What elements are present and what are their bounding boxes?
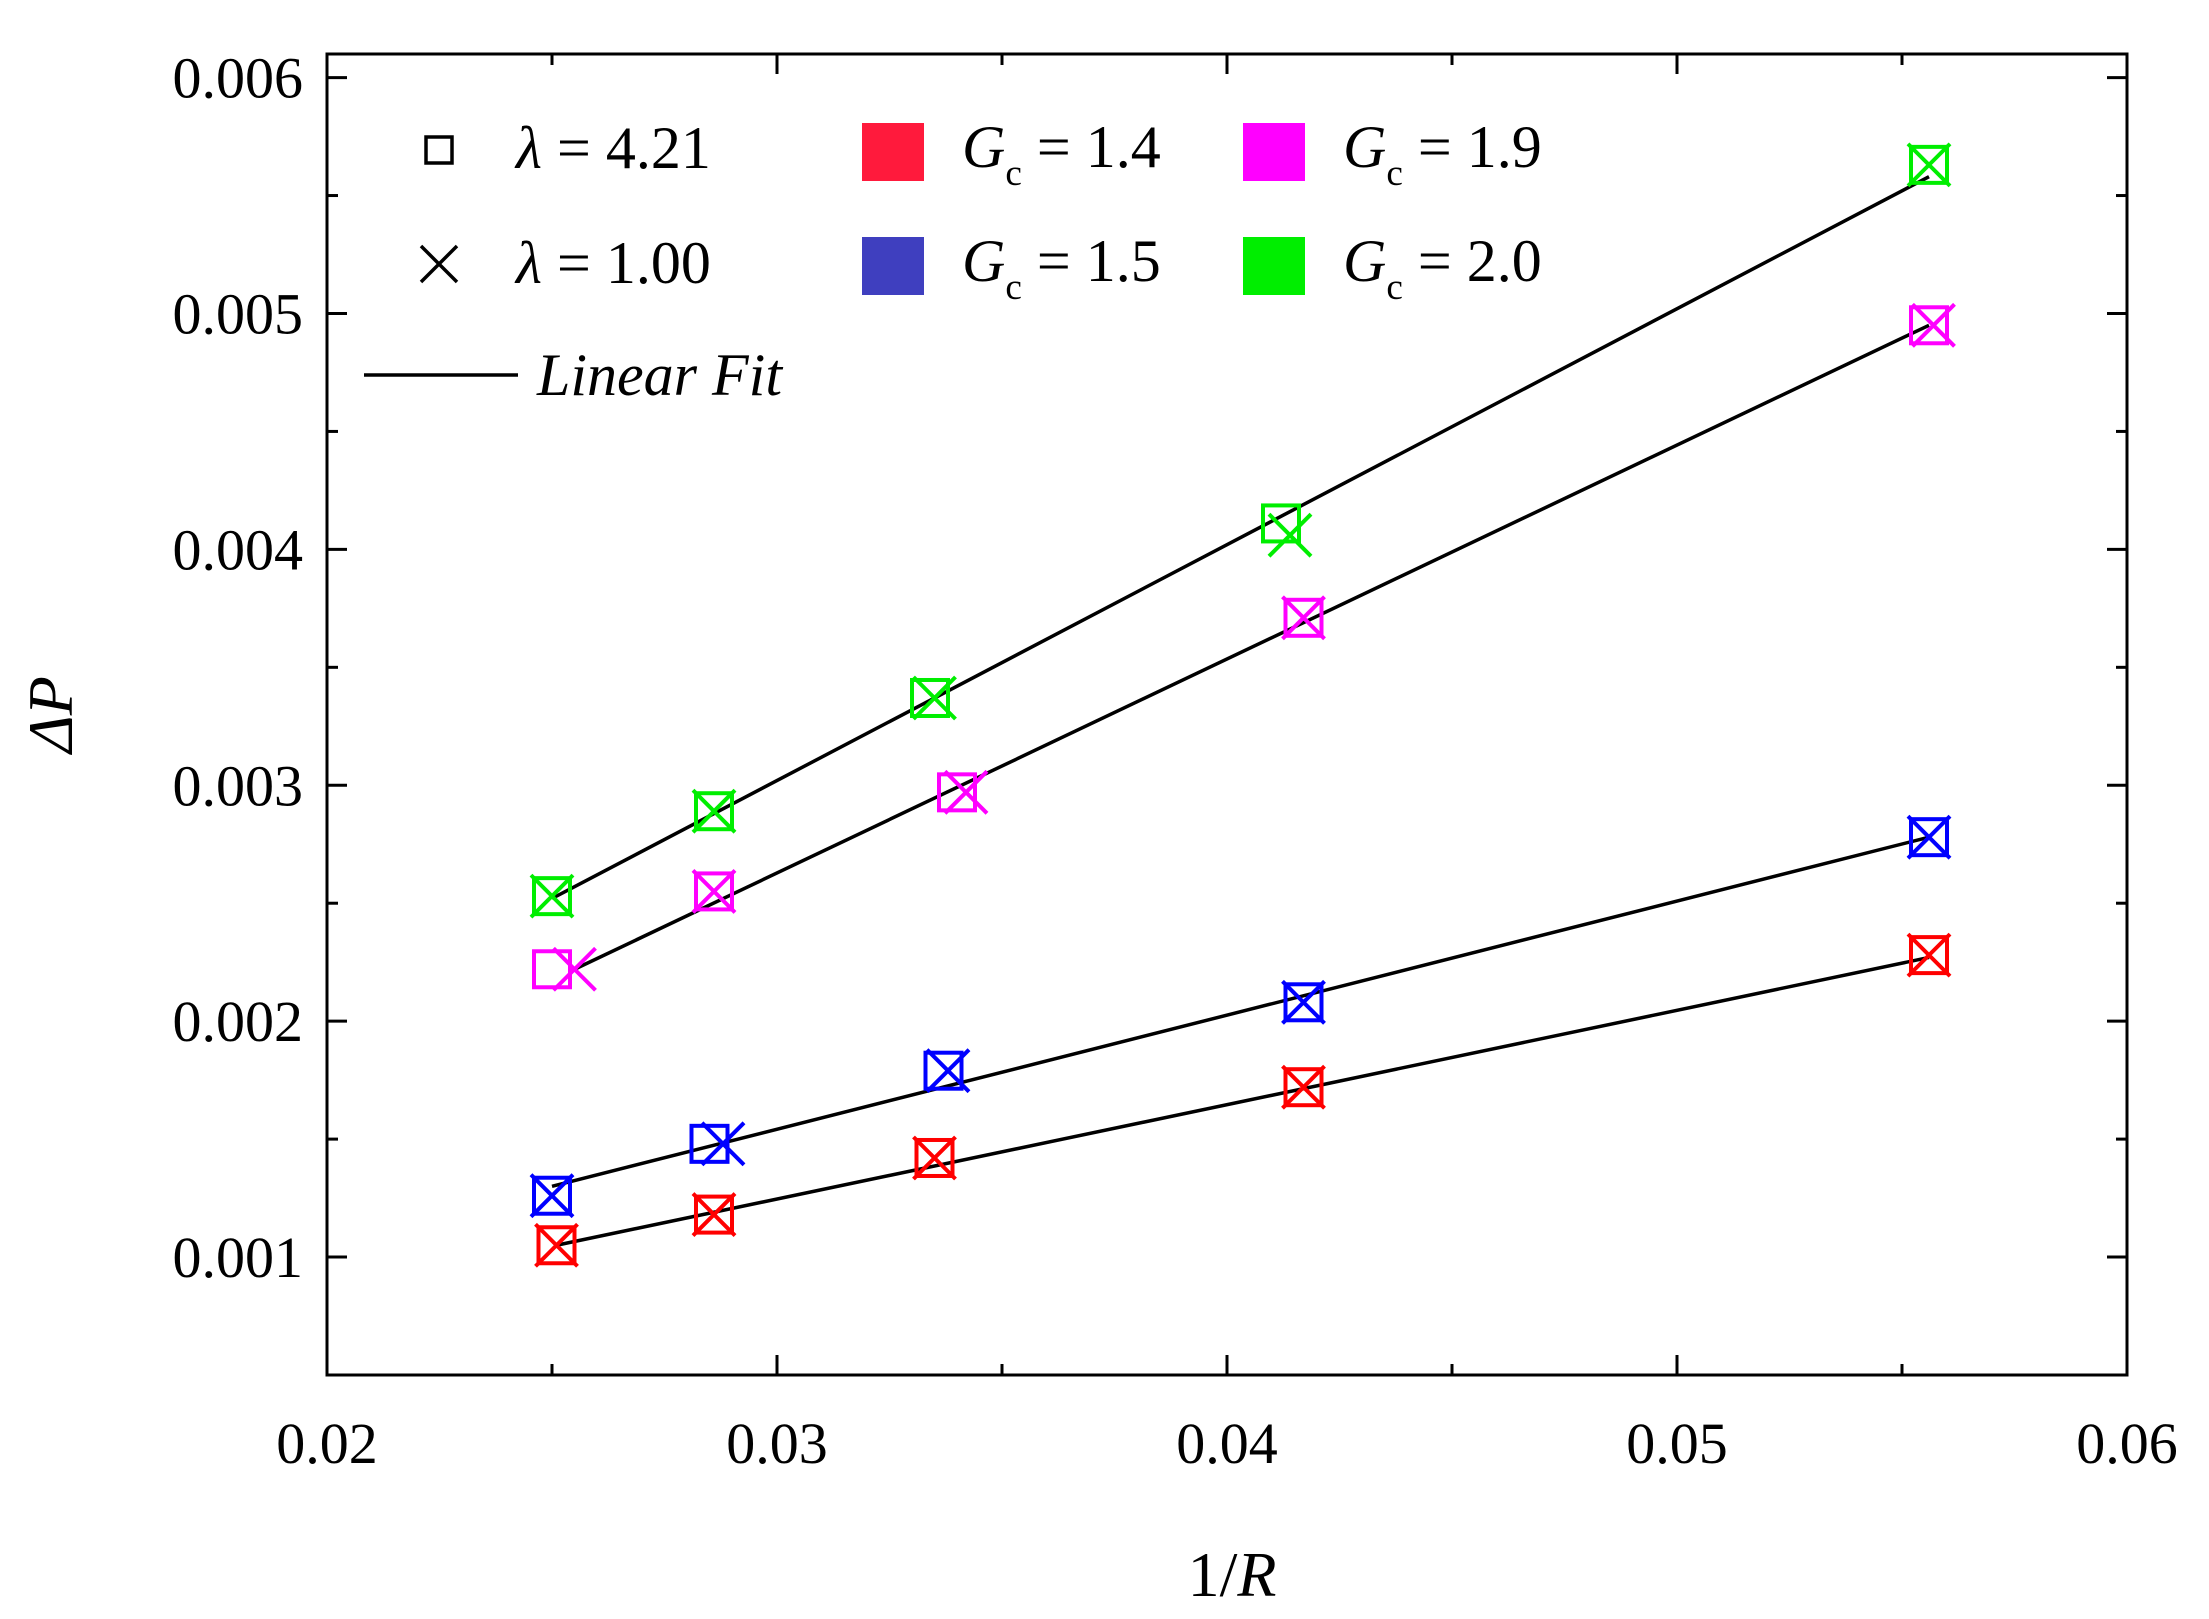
square-marker [1909,144,1949,185]
square-marker [694,871,734,912]
x-tick-label: 0.06 [2076,1411,2178,1476]
square-marker [937,772,977,813]
legend-label-gc: Gc = 1.4 [962,114,1161,194]
legend-color-swatch [862,123,924,181]
square-marker [1909,817,1949,858]
y-tick-label: 0.005 [173,281,304,346]
y-tick-label: 0.004 [173,517,304,582]
square-marker [1283,982,1324,1023]
cross-marker [691,869,737,914]
square-marker [532,949,572,990]
cross-marker [1281,979,1326,1025]
cross-marker [1906,932,1952,978]
cross-marker [700,1121,746,1167]
cross-marker [529,1173,575,1219]
square-marker [689,1123,730,1164]
y-axis-title: ΔP [15,676,86,756]
cross-marker [912,675,957,721]
fit-line [573,323,1930,971]
legend-label-gc: Gc = 1.9 [1343,114,1542,194]
legend-color-swatch [862,237,924,295]
cross-marker [1281,1064,1326,1110]
cross-marker [529,873,575,919]
square-marker [532,876,572,917]
cross-marker [1267,512,1313,558]
legend-color-swatch [1243,237,1305,295]
legend-square-marker [424,135,454,165]
cross-marker [691,788,737,834]
square-marker [1283,1067,1324,1108]
x-tick-label: 0.02 [276,1411,378,1476]
square-marker [1283,597,1324,638]
x-tick-label: 0.04 [1176,1411,1278,1476]
cross-marker [1906,814,1952,860]
square-marker [694,1194,734,1235]
cross-marker [552,946,597,992]
square-marker [923,1050,964,1091]
legend-label-gc: Gc = 2.0 [1343,228,1542,308]
cross-marker [943,769,989,815]
legend-label-linear-fit: Linear Fit [536,342,783,408]
cross-marker [1911,302,1956,348]
x-axis-title: 1/R [1188,1539,1277,1610]
legend-label-lambda-421: λ = 4.21 [514,115,711,181]
y-tick-label: 0.002 [173,989,304,1054]
fit-line [551,835,1930,1188]
cross-marker [691,1192,737,1238]
y-tick-label: 0.003 [173,753,304,818]
square-marker [1909,305,1949,346]
square-marker [910,677,950,718]
y-tick-label: 0.001 [173,1225,304,1290]
square-marker [1909,935,1949,976]
cross-marker [1906,142,1952,188]
cross-marker [925,1048,971,1094]
cross-marker [1281,595,1326,641]
cross-marker [912,1135,957,1181]
square-marker [914,1137,955,1178]
square-marker [532,1175,572,1216]
legend-label-lambda-100: λ = 1.00 [514,230,711,296]
legend-label-gc: Gc = 1.5 [962,228,1161,308]
legend-color-swatch [1243,123,1305,181]
x-tick-label: 0.05 [1626,1411,1728,1476]
square-marker [536,1225,577,1266]
fit-line [556,955,1930,1247]
x-tick-label: 0.03 [726,1411,828,1476]
y-tick-label: 0.006 [173,46,304,111]
square-marker [694,791,734,832]
cross-marker [534,1222,579,1268]
legend-cross-marker [419,244,459,284]
fit-line [551,175,1930,901]
